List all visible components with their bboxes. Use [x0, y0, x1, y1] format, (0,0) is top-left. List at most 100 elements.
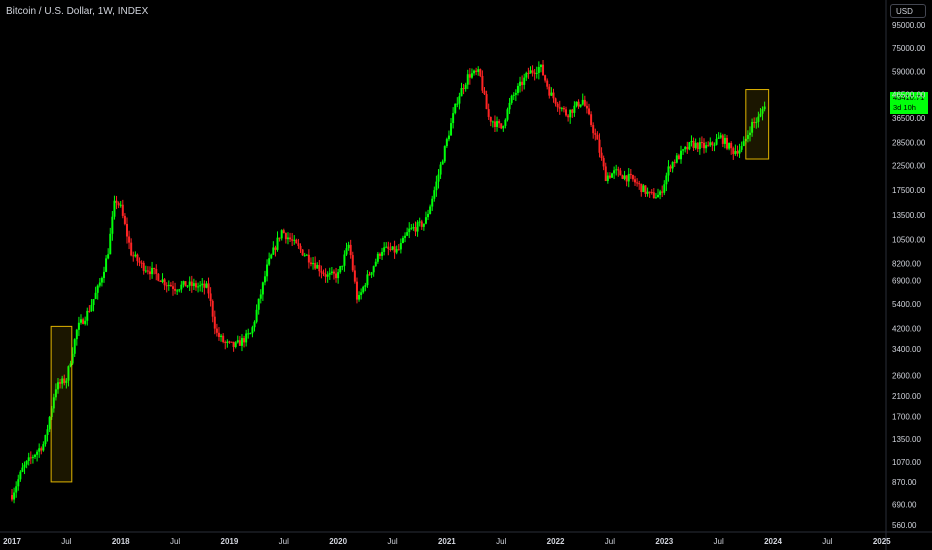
y-tick-label: 560.00 — [892, 521, 917, 530]
candle-body — [525, 72, 528, 78]
candle-body — [433, 190, 436, 199]
candle-body — [387, 246, 390, 249]
candle-body — [728, 143, 731, 149]
candle-body — [690, 140, 693, 143]
candle-body — [447, 135, 450, 140]
y-tick-label: 1700.00 — [892, 413, 921, 422]
candle-body — [475, 70, 478, 72]
candle-body — [460, 88, 463, 97]
candle-body — [519, 81, 522, 86]
candle-body — [111, 216, 114, 234]
candle-body — [355, 281, 358, 300]
candle-body — [11, 495, 13, 500]
candle-body — [322, 272, 325, 275]
candle-body — [144, 270, 147, 272]
candle-body — [291, 239, 294, 241]
candle-body — [318, 265, 321, 272]
candle-body — [696, 142, 699, 150]
candle-body — [73, 339, 76, 354]
candle-body — [736, 151, 739, 154]
candle-body — [107, 254, 110, 259]
countdown-label: 3d 10h — [893, 103, 916, 112]
x-tick-label: 2024 — [764, 537, 782, 546]
candle-body — [349, 244, 352, 256]
candle-body — [299, 245, 302, 250]
candle-body — [159, 280, 162, 282]
candle-body — [178, 289, 181, 291]
candle-body — [263, 276, 266, 283]
candle-body — [598, 139, 601, 153]
candle-body — [17, 479, 20, 487]
candle-body — [652, 192, 655, 199]
candle-body — [259, 294, 262, 299]
candle-body — [245, 333, 248, 343]
candle-body — [184, 281, 187, 287]
candle-body — [161, 279, 164, 282]
candle-body — [268, 258, 271, 265]
candle-body — [556, 103, 559, 108]
y-tick-label: 2100.00 — [892, 392, 921, 401]
price-axis[interactable]: 95000.00 75000.00 59000.00 46500.00 36500.00… — [885, 0, 926, 550]
candle-body — [640, 183, 643, 193]
candle-body — [253, 321, 256, 328]
candle-body — [585, 105, 588, 109]
candle-body — [493, 121, 496, 127]
candle-body — [293, 239, 296, 241]
candle-body — [740, 146, 743, 150]
candle-body — [393, 246, 396, 253]
candle-body — [429, 206, 432, 214]
candle-body — [105, 258, 108, 272]
candle-body — [77, 322, 80, 330]
candle-body — [130, 242, 133, 256]
candle-body — [347, 244, 350, 249]
currency-button[interactable]: USD — [890, 4, 926, 18]
candle-body — [42, 444, 45, 451]
candle-body — [247, 333, 250, 335]
candle-body — [483, 90, 486, 95]
candle-body — [209, 293, 212, 302]
candle-body — [619, 170, 622, 176]
candle-body — [52, 397, 55, 409]
candle-body — [625, 175, 628, 182]
candle-body — [236, 340, 239, 343]
x-tick-label: Jul — [387, 537, 397, 546]
candle-body — [420, 221, 423, 227]
candle-body — [468, 74, 471, 78]
candle-body — [707, 145, 710, 147]
candle-body — [65, 380, 68, 383]
candle-body — [542, 64, 545, 76]
candle-body — [341, 265, 344, 267]
candle-body — [138, 261, 141, 263]
candle-body — [608, 175, 611, 178]
candle-body — [167, 284, 170, 286]
candle-body — [454, 103, 457, 114]
candle-body — [562, 107, 565, 110]
candle-body — [671, 162, 674, 169]
x-tick-label: Jul — [822, 537, 832, 546]
candle-body — [54, 389, 57, 398]
candle-body — [249, 333, 252, 335]
y-tick-label: 690.00 — [892, 500, 917, 509]
candle-body — [617, 169, 620, 171]
y-tick-label: 17500.00 — [892, 186, 926, 195]
x-tick-label: Jul — [605, 537, 615, 546]
candle-body — [424, 217, 427, 224]
candle-body — [723, 137, 726, 144]
candle-body — [295, 239, 298, 244]
candle-body — [98, 282, 101, 286]
candle-body — [575, 101, 578, 106]
y-tick-label: 13500.00 — [892, 211, 926, 220]
candle-body — [721, 135, 724, 144]
time-axis[interactable]: 2017 Jul 2018 Jul 2019 Jul 2020 Jul 2021 Jul 2022 J… — [0, 531, 932, 546]
candle-body — [328, 273, 331, 275]
candle-body — [305, 254, 308, 256]
candle-body — [456, 103, 459, 105]
candle-body — [755, 121, 758, 123]
y-tick-label: 5400.00 — [892, 300, 921, 309]
y-tick-label: 8200.00 — [892, 260, 921, 269]
candle-body — [84, 320, 87, 324]
candle-body — [232, 341, 235, 347]
candle-body — [734, 151, 737, 155]
candle-body — [389, 248, 392, 250]
